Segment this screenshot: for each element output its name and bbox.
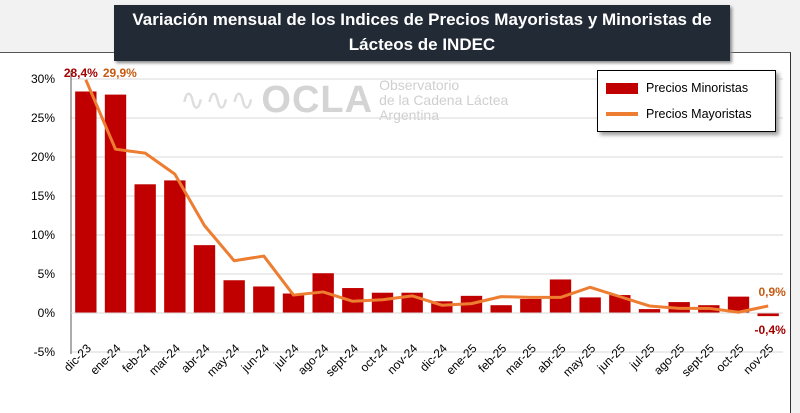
- bar-minoristas: [75, 91, 96, 313]
- data-label: 29,9%: [103, 66, 137, 80]
- title-line-2: Lácteos de INDEC: [114, 32, 730, 57]
- y-tick-label: 0%: [38, 306, 56, 320]
- y-tick-label: 15%: [31, 189, 55, 203]
- bar-minoristas: [194, 245, 215, 313]
- y-tick-label: 10%: [31, 228, 55, 242]
- legend-swatch-line: [606, 112, 638, 116]
- x-tick-label: jun-24: [238, 341, 272, 375]
- x-tick-label: ene-24: [87, 341, 124, 378]
- bar-minoristas: [164, 180, 185, 313]
- bar-minoristas: [253, 286, 274, 313]
- bar-minoristas: [579, 297, 600, 313]
- x-tick-label: mar-25: [502, 341, 539, 378]
- bar-minoristas: [490, 305, 511, 313]
- y-tick-label: 30%: [31, 72, 55, 86]
- y-tick-label: 5%: [38, 267, 56, 281]
- title-line-1: Variación mensual de los Indices de Prec…: [114, 7, 730, 32]
- x-tick-label: nov-25: [740, 341, 776, 377]
- legend-label: Precios Minoristas: [646, 81, 748, 95]
- y-tick-label: 20%: [31, 150, 55, 164]
- bar-minoristas: [134, 184, 155, 313]
- chart-title: Variación mensual de los Indices de Prec…: [114, 5, 730, 61]
- bar-minoristas: [639, 309, 660, 313]
- x-tick-label: jun-25: [594, 341, 628, 375]
- x-tick-label: mar-24: [146, 341, 183, 378]
- x-tick-label: may-25: [560, 341, 598, 379]
- x-tick-label: sept-25: [679, 341, 717, 379]
- data-label: 0,9%: [758, 285, 786, 299]
- legend-item-minoristas: Precios Minoristas: [606, 81, 748, 95]
- bar-minoristas: [520, 299, 541, 313]
- bar-minoristas: [372, 293, 393, 313]
- legend-label: Precios Mayoristas: [646, 107, 752, 121]
- bar-minoristas: [223, 280, 244, 313]
- data-label: 28,4%: [64, 66, 98, 80]
- x-tick-label: nov-24: [384, 341, 420, 377]
- x-tick-label: ene-25: [443, 341, 480, 378]
- data-label: -0,4%: [754, 323, 786, 337]
- legend-item-mayoristas: Precios Mayoristas: [606, 107, 752, 121]
- legend: Precios Minoristas Precios Mayoristas: [597, 70, 776, 132]
- y-tick-label: 25%: [31, 111, 55, 125]
- legend-swatch-bar: [606, 83, 638, 94]
- y-tick-label: -5%: [34, 345, 56, 359]
- x-tick-label: may-24: [204, 341, 242, 379]
- x-tick-label: sept-24: [323, 341, 361, 379]
- bar-minoristas: [105, 95, 126, 313]
